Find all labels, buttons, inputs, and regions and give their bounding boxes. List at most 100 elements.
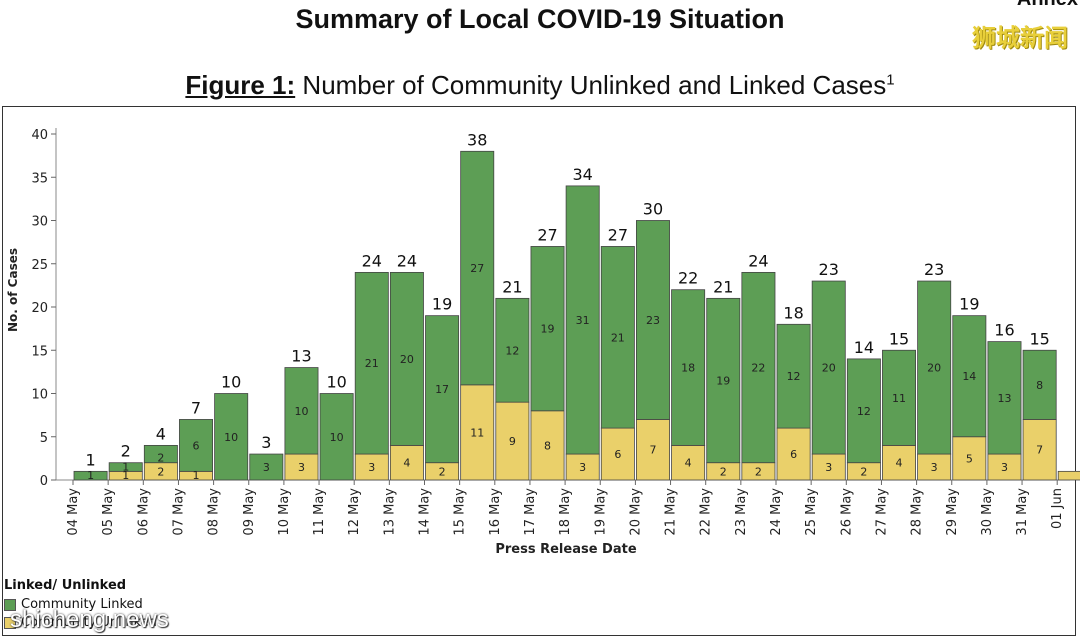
x-tick-label: 10 May (277, 488, 292, 536)
bar-total-label: 13 (291, 347, 311, 366)
bar-unlinked (952, 436, 987, 481)
label-linked: 1 (122, 460, 129, 473)
label-unlinked: 7 (649, 444, 656, 457)
x-tick-label: 20 May (628, 488, 643, 536)
bar-linked (214, 393, 249, 481)
bar-linked (741, 271, 776, 464)
bar-total-label: 2 (121, 442, 131, 461)
y-tick-label: 15 (31, 344, 48, 359)
bar-linked (671, 289, 706, 446)
x-tick-label: 29 May (945, 488, 960, 536)
page-title: Summary of Local COVID-19 Situation (295, 4, 785, 34)
label-linked: 19 (716, 375, 730, 388)
bar-total-label: 21 (502, 277, 522, 296)
label-linked: 12 (505, 344, 519, 357)
bar-total-label: 24 (748, 251, 768, 270)
publisher-logo: 狮城新闻 (972, 24, 1068, 52)
label-unlinked: 4 (685, 457, 692, 470)
x-tick-label: 05 May (101, 488, 116, 536)
x-tick-label: 04 May (66, 488, 81, 536)
label-linked: 8 (1036, 379, 1043, 392)
x-tick-label: 19 May (593, 488, 608, 536)
label-unlinked: 1 (193, 469, 200, 482)
x-tick-label: 13 May (382, 488, 397, 536)
bar-unlinked (600, 427, 635, 481)
bar-total-label: 38 (467, 130, 487, 149)
bar-linked (987, 341, 1022, 455)
label-unlinked: 11 (470, 426, 484, 439)
x-axis-title: Press Release Date (495, 542, 636, 557)
label-linked: 20 (927, 362, 941, 375)
label-unlinked: 2 (755, 465, 762, 478)
bar-total-label: 22 (678, 269, 698, 288)
label-linked: 20 (822, 362, 836, 375)
x-tick-label: 08 May (207, 488, 222, 536)
x-tick-label: 01 Jun (1050, 488, 1065, 529)
bar-linked (530, 246, 565, 412)
bar-total-label: 27 (537, 225, 557, 244)
x-tick-label: 27 May (874, 488, 889, 536)
legend-title: Linked/ Unlinked (4, 578, 127, 593)
bar-total-label: 1 (85, 450, 95, 469)
x-tick-label: 30 May (980, 488, 995, 536)
bar-unlinked (495, 401, 530, 481)
bar-linked (706, 297, 741, 464)
figure-caption: Number of Community Unlinked and Linked … (295, 70, 887, 100)
label-unlinked: 4 (403, 457, 410, 470)
bar-unlinked (1057, 470, 1080, 481)
bar-linked (600, 246, 635, 429)
bar-unlinked (389, 444, 424, 481)
label-unlinked: 5 (966, 452, 973, 465)
label-linked: 12 (787, 370, 801, 383)
label-linked: 21 (365, 357, 379, 370)
bar-total-label: 24 (362, 251, 382, 270)
y-tick-label: 30 (31, 215, 48, 230)
label-linked: 21 (611, 331, 625, 344)
bar-linked (1022, 349, 1057, 420)
bar-total-label: 23 (924, 260, 944, 279)
label-unlinked: 2 (720, 465, 727, 478)
label-linked: 13 (997, 392, 1011, 405)
label-linked: 17 (435, 383, 449, 396)
x-tick-label: 24 May (769, 488, 784, 536)
label-linked: 11 (892, 392, 906, 405)
bar-linked (73, 470, 108, 481)
label-linked: 10 (224, 431, 238, 444)
bar-linked (565, 185, 600, 455)
y-tick-label: 35 (31, 171, 48, 186)
x-tick-label: 15 May (453, 488, 468, 536)
bar-linked (143, 444, 178, 464)
bar-total-label: 24 (397, 251, 417, 270)
bar-total-label: 19 (959, 295, 979, 314)
bar-unlinked (882, 444, 917, 481)
label-unlinked: 3 (368, 461, 375, 474)
bar-linked (811, 280, 846, 455)
x-tick-label: 16 May (488, 488, 503, 536)
bar-total-label: 10 (221, 373, 241, 392)
label-linked: 6 (193, 439, 200, 452)
x-tick-label: 12 May (347, 488, 362, 536)
y-tick-label: 25 (31, 258, 48, 273)
label-unlinked: 6 (790, 448, 797, 461)
figure-label: Figure 1: (185, 70, 296, 100)
x-tick-label: 14 May (418, 488, 433, 536)
y-tick-label: 40 (31, 128, 48, 143)
bar-unlinked (636, 419, 670, 481)
bar-linked (495, 297, 530, 403)
x-tick-label: 25 May (804, 488, 819, 536)
label-unlinked: 4 (896, 457, 903, 470)
bar-unlinked (987, 453, 1022, 481)
legend-item-linked: Community Linked (4, 597, 143, 612)
y-tick-label: 20 (31, 301, 48, 316)
x-tick-label: 23 May (734, 488, 749, 536)
bar-linked (354, 271, 389, 455)
bar-total-label: 21 (713, 277, 733, 296)
x-tick-label: 06 May (136, 488, 151, 536)
bar-total-label: 30 (643, 200, 663, 219)
bar-linked (952, 315, 987, 438)
label-unlinked: 8 (544, 439, 551, 452)
x-tick-label: 28 May (910, 488, 925, 536)
label-unlinked: 3 (579, 461, 586, 474)
label-linked: 20 (400, 353, 414, 366)
